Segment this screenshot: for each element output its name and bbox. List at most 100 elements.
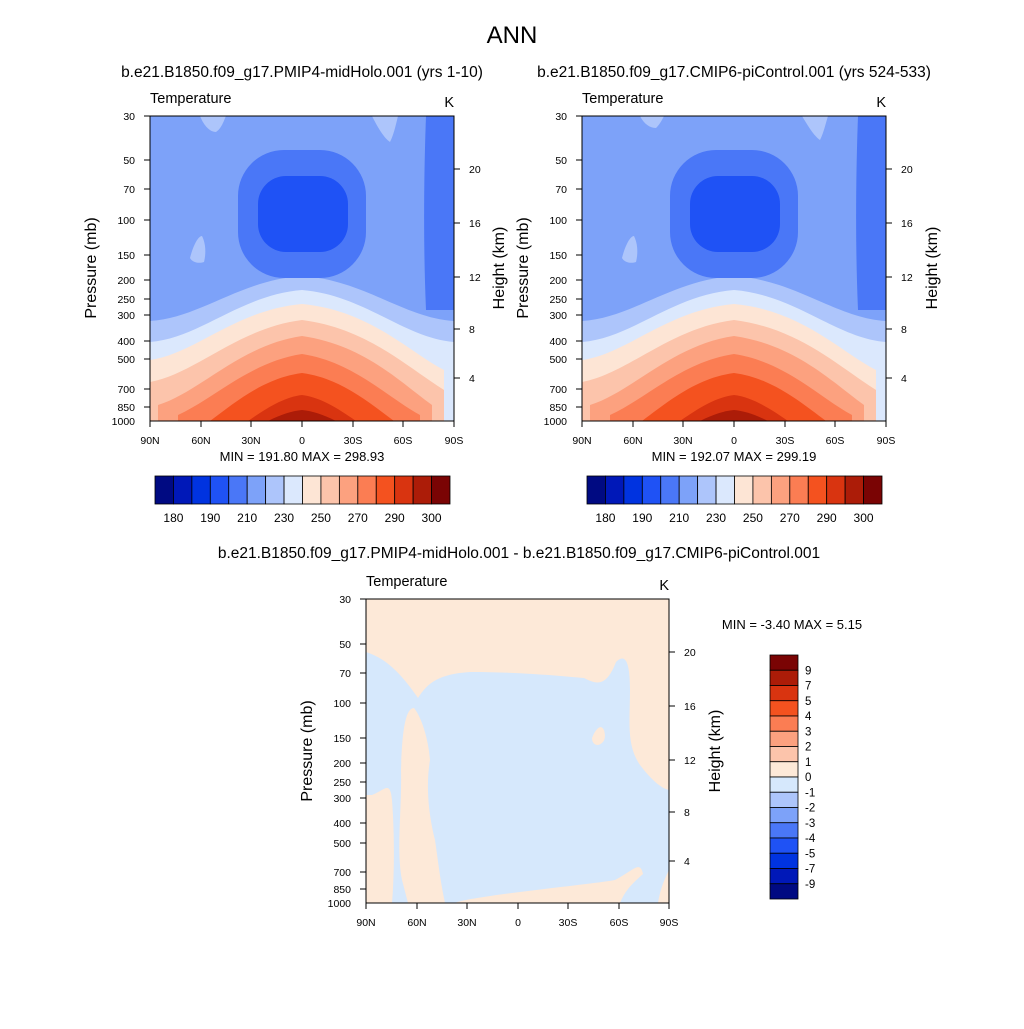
y-tick-label: 400	[333, 818, 351, 830]
colorbar-swatch	[394, 475, 414, 505]
colorbar-label: 2	[805, 742, 811, 754]
x-tick-label: 30N	[241, 435, 260, 447]
min-max-stats: MIN = -3.40 MAX = 5.15	[722, 617, 862, 632]
y2-tick-label: 8	[901, 324, 907, 336]
colorbar-swatch	[623, 475, 643, 505]
x-tick-label: 30S	[344, 435, 363, 447]
colorbar-swatch	[209, 475, 230, 505]
colorbar-swatch	[265, 475, 285, 505]
y-tick-label: 30	[123, 111, 135, 123]
y-tick-label: 1000	[328, 898, 352, 910]
colorbar-label: 180	[163, 511, 183, 525]
colorbar-label: 190	[632, 511, 652, 525]
colorbar-swatch	[769, 715, 799, 732]
y-tick-label: 30	[339, 594, 351, 606]
colorbar-swatch	[375, 475, 396, 505]
x-tick-label: 60N	[407, 917, 426, 929]
variable-label: Temperature	[582, 91, 663, 107]
colorbar-swatch	[283, 475, 303, 505]
y-tick-label: 250	[549, 294, 567, 306]
y2-tick-label: 4	[469, 373, 475, 385]
colorbar-label: 300	[422, 511, 442, 525]
colorbar: 180 190 210 230 250 270 290 300	[586, 475, 883, 525]
colorbar-swatch	[302, 475, 322, 505]
y2-tick-label: 12	[469, 272, 481, 284]
y2-tick-label: 12	[901, 272, 913, 284]
colorbar-swatch	[769, 730, 799, 747]
colorbar-label: 3	[805, 726, 811, 738]
y-tick-label: 150	[549, 250, 567, 262]
contour-field	[366, 599, 669, 903]
y2-tick-label: 8	[469, 324, 475, 336]
panel-title: b.e21.B1850.f09_g17.PMIP4-midHolo.001 - …	[218, 545, 820, 562]
y2-tick-label: 4	[684, 856, 690, 868]
panel-title: b.e21.B1850.f09_g17.PMIP4-midHolo.001 (y…	[121, 64, 483, 81]
colorbar-swatch	[769, 807, 799, 824]
colorbar: 180 190 210 230 250 270 290 300	[154, 475, 451, 525]
y2-tick-label: 16	[901, 218, 913, 230]
x-tick-label: 90N	[140, 435, 159, 447]
colorbar-swatch	[769, 822, 799, 839]
x-tick-label: 0	[299, 435, 305, 447]
colorbar-swatch	[228, 475, 248, 505]
x-tick-label: 90N	[356, 917, 375, 929]
x-tick-label: 0	[731, 435, 737, 447]
y-tick-label: 100	[333, 698, 351, 710]
colorbar-label: 0	[805, 772, 811, 784]
y2-tick-label: 8	[684, 807, 690, 819]
y-tick-label: 700	[117, 384, 135, 396]
colorbar-swatch	[769, 654, 799, 671]
y-tick-label: 500	[117, 354, 135, 366]
contour-field	[150, 116, 454, 421]
y2-axis-label: Height (km)	[491, 227, 508, 310]
x-axis-ticks: 90N 60N 30N 0 30S 60S 90S	[140, 435, 463, 447]
colorbar-label: 4	[805, 711, 812, 723]
units-label: K	[659, 578, 669, 594]
y-tick-label: 50	[555, 155, 567, 167]
colorbar-swatch	[769, 685, 799, 702]
panel-title: b.e21.B1850.f09_g17.CMIP6-piControl.001 …	[537, 64, 931, 81]
y-tick-label: 500	[333, 838, 351, 850]
colorbar-swatch	[586, 475, 606, 505]
colorbar-swatch	[769, 868, 799, 885]
colorbar-label: 7	[805, 681, 811, 693]
panel-difference: b.e21.B1850.f09_g17.PMIP4-midHolo.001 - …	[218, 545, 862, 929]
y-axis-ticks: 30 50 70 100 150 200 250 300 400 500 700…	[328, 594, 352, 910]
colorbar-label: -3	[805, 818, 815, 830]
y-tick-label: 850	[549, 402, 567, 414]
y-tick-label: 30	[555, 111, 567, 123]
y-axis-ticks: 30 50 70 100 150 200 250 300 400 500 700…	[112, 111, 136, 428]
colorbar-label: 230	[274, 511, 294, 525]
y-tick-label: 400	[117, 336, 135, 348]
y-tick-label: 850	[117, 402, 135, 414]
x-tick-label: 60N	[191, 435, 210, 447]
colorbar-swatch	[769, 837, 799, 854]
colorbar-label: -2	[805, 803, 815, 815]
y-axis-label: Pressure (mb)	[83, 217, 100, 318]
colorbar-swatch	[605, 475, 625, 505]
units-label: K	[876, 95, 886, 111]
x-axis-ticks: 90N 60N 30N 0 30S 60S 90S	[572, 435, 895, 447]
colorbar-label: 250	[311, 511, 331, 525]
colorbar-label: 190	[200, 511, 220, 525]
colorbar-swatch	[769, 776, 799, 793]
y-axis-label: Pressure (mb)	[299, 700, 316, 801]
y-tick-label: 150	[333, 733, 351, 745]
y-tick-label: 700	[549, 384, 567, 396]
colorbar-label: -4	[805, 833, 816, 845]
colorbar-label: 250	[743, 511, 763, 525]
min-max-stats: MIN = 191.80 MAX = 298.93	[220, 449, 385, 464]
y-tick-label: 70	[555, 184, 567, 196]
colorbar-label: 9	[805, 665, 811, 677]
y-axis-ticks: 30 50 70 100 150 200 250 300 400 500 700…	[544, 111, 568, 428]
y-tick-label: 50	[123, 155, 135, 167]
colorbar-swatch	[173, 475, 193, 505]
colorbar-swatch	[412, 475, 432, 505]
x-tick-label: 30S	[559, 917, 578, 929]
colorbar-swatch	[789, 475, 809, 505]
x-tick-label: 90S	[660, 917, 679, 929]
colorbar-swatch	[826, 475, 846, 505]
colorbar-swatch	[715, 475, 735, 505]
y2-axis-ticks: 20 16 12 8 4	[684, 647, 696, 868]
